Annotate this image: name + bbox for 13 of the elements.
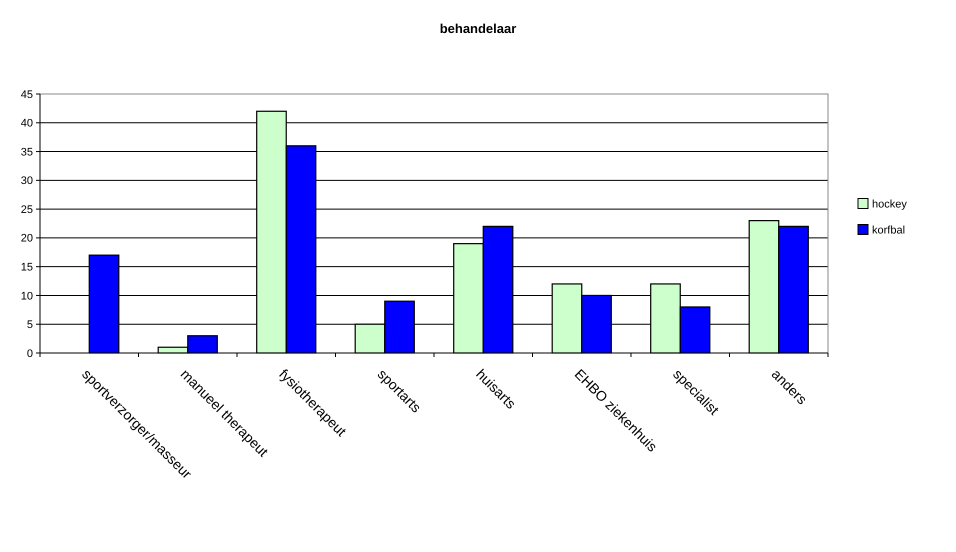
y-tick-label: 25 bbox=[20, 204, 33, 216]
legend-label: korfbal bbox=[872, 224, 906, 236]
y-tick-label: 35 bbox=[20, 146, 33, 158]
y-tick-label: 40 bbox=[20, 118, 33, 130]
legend-label: hockey bbox=[872, 198, 908, 210]
y-tick-label: 30 bbox=[20, 175, 33, 188]
y-tick-label: 20 bbox=[20, 232, 33, 245]
y-tick-label: 0 bbox=[26, 348, 33, 360]
y-tick-label: 5 bbox=[26, 319, 33, 332]
y-tick-label: 45 bbox=[20, 88, 33, 101]
y-tick-label: 15 bbox=[20, 262, 33, 274]
y-tick-label: 10 bbox=[20, 290, 33, 302]
chart-title: behandelaar bbox=[440, 21, 516, 36]
